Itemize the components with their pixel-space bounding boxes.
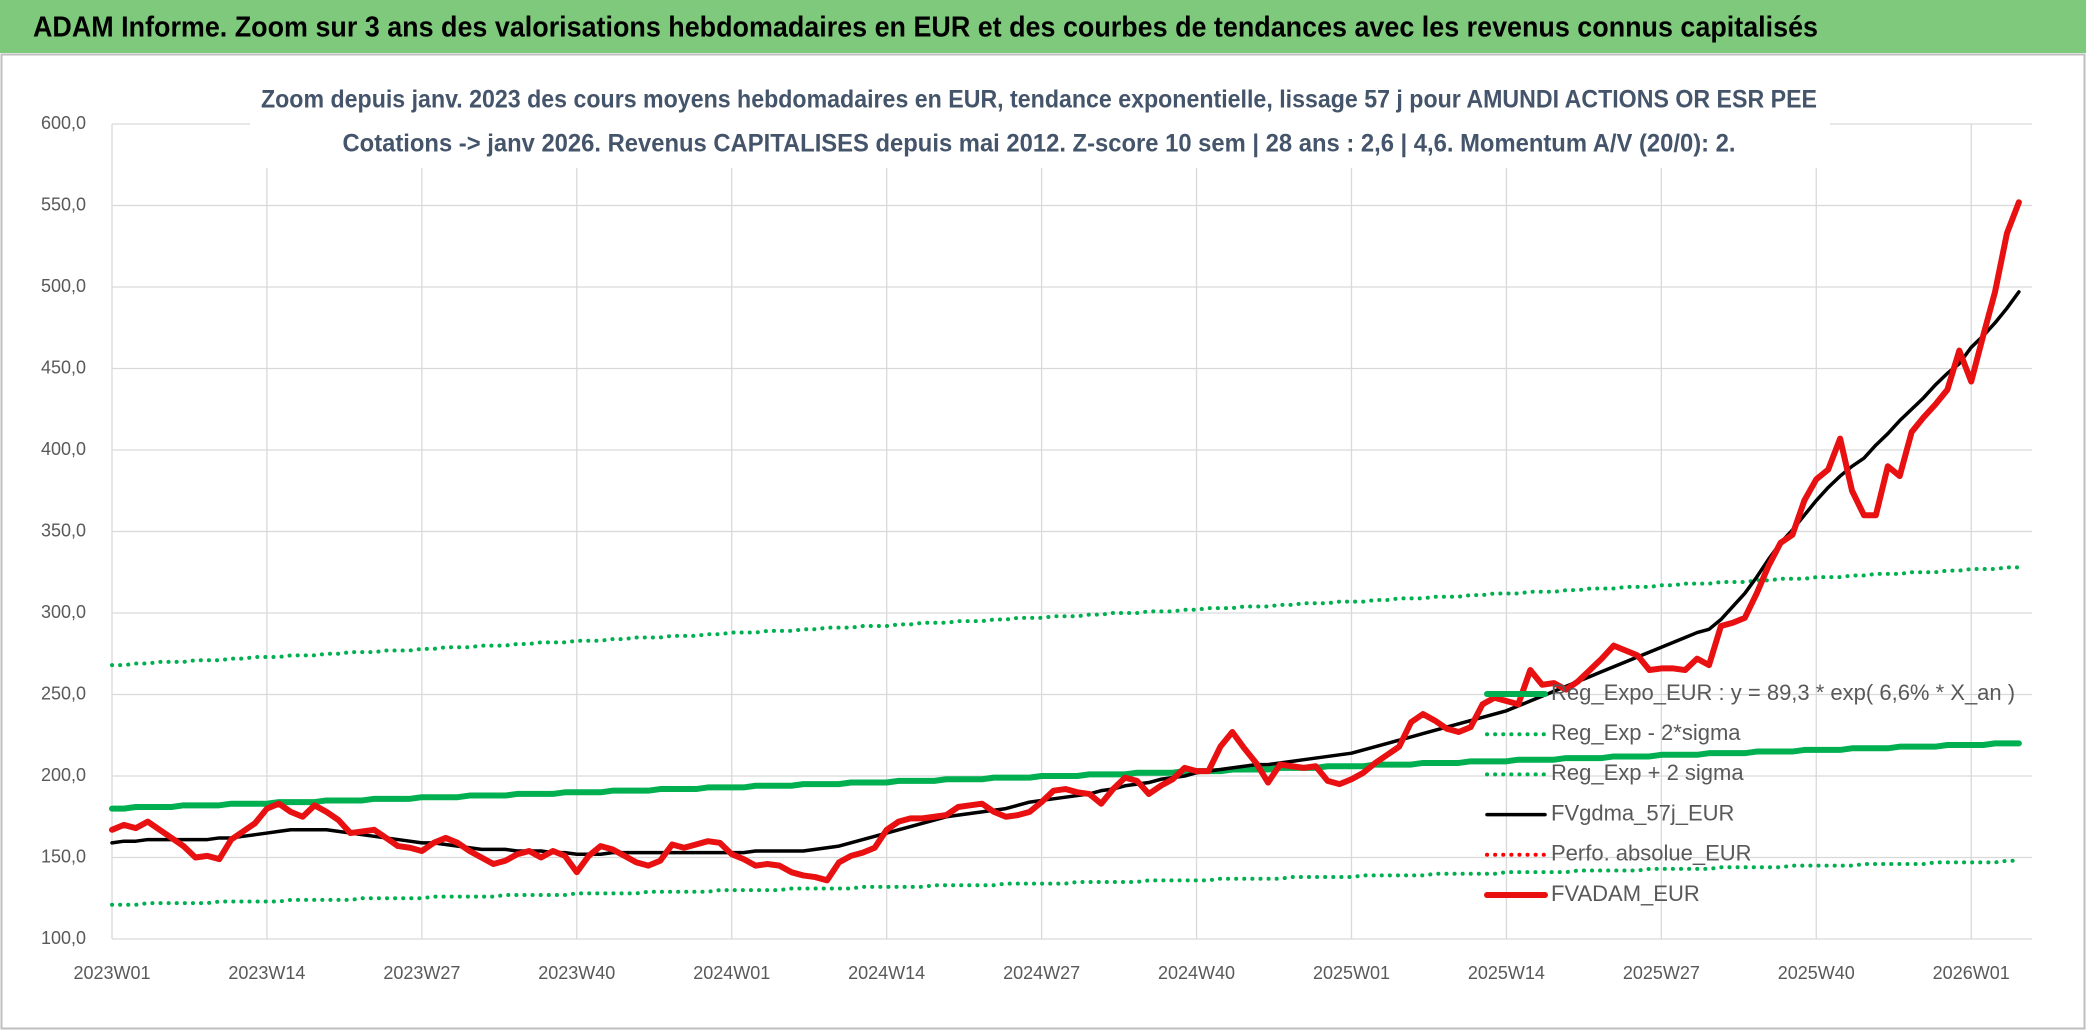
- y-tick-label: 200,0: [41, 765, 86, 785]
- x-tick-label: 2023W27: [383, 963, 460, 983]
- x-tick-label: 2024W01: [693, 963, 770, 983]
- y-tick-label: 300,0: [41, 602, 86, 622]
- y-tick-label: 450,0: [41, 357, 86, 377]
- x-tick-label: 2023W14: [228, 963, 305, 983]
- y-tick-label: 150,0: [41, 846, 86, 866]
- legend-label: FVADAM_EUR: [1551, 881, 1700, 906]
- x-tick-label: 2024W27: [1003, 963, 1080, 983]
- header-band: [0, 0, 2086, 53]
- header-title: ADAM Informe. Zoom sur 3 ans des valoris…: [33, 12, 1818, 44]
- series-line: [110, 858, 2021, 907]
- x-tick-label: 2024W14: [848, 963, 925, 983]
- x-tick-label: 2025W14: [1468, 963, 1545, 983]
- legend-label: Reg_Exp - 2*sigma: [1551, 720, 1741, 745]
- y-tick-label: 400,0: [41, 439, 86, 459]
- x-tick-label: 2025W01: [1313, 963, 1390, 983]
- x-tick-label: 2023W01: [73, 963, 150, 983]
- chart-frame: [0, 53, 2086, 1030]
- legend-label: Reg_Exp + 2 sigma: [1551, 760, 1744, 785]
- y-tick-label: 500,0: [41, 276, 86, 296]
- x-tick-label: 2024W40: [1158, 963, 1235, 983]
- series-line: [109, 199, 2022, 884]
- y-tick-label: 550,0: [41, 194, 86, 214]
- y-tick-label: 100,0: [41, 928, 86, 948]
- y-tick-label: 350,0: [41, 520, 86, 540]
- title-backdrop: [250, 80, 1830, 168]
- series-line: [110, 565, 2021, 668]
- x-tick-label: 2023W40: [538, 963, 615, 983]
- legend-label: Perfo. absolue_EUR: [1551, 841, 1752, 866]
- legend: Reg_Expo_EUR : y = 89,3 * exp( 6,6% * X_…: [1484, 680, 2015, 906]
- y-tick-label: 600,0: [41, 113, 86, 133]
- series-layer: [109, 199, 2022, 907]
- chart-title: Zoom depuis janv. 2023 des cours moyens …: [261, 86, 1817, 114]
- legend-label: Reg_Expo_EUR : y = 89,3 * exp( 6,6% * X_…: [1551, 680, 2015, 705]
- legend-label: FVgdma_57j_EUR: [1551, 800, 1734, 825]
- x-tick-label: 2026W01: [1933, 963, 2010, 983]
- series-line: [109, 740, 2022, 812]
- x-tick-label: 2025W27: [1623, 963, 1700, 983]
- grid: 100,0 150,0 200,0 250,0 300,0 350,0 400,0 450,0…: [41, 113, 2032, 983]
- chart-subtitle: Cotations -> janv 2026. Revenus CAPITALI…: [343, 130, 1736, 158]
- y-tick-label: 250,0: [41, 683, 86, 703]
- x-tick-label: 2025W40: [1778, 963, 1855, 983]
